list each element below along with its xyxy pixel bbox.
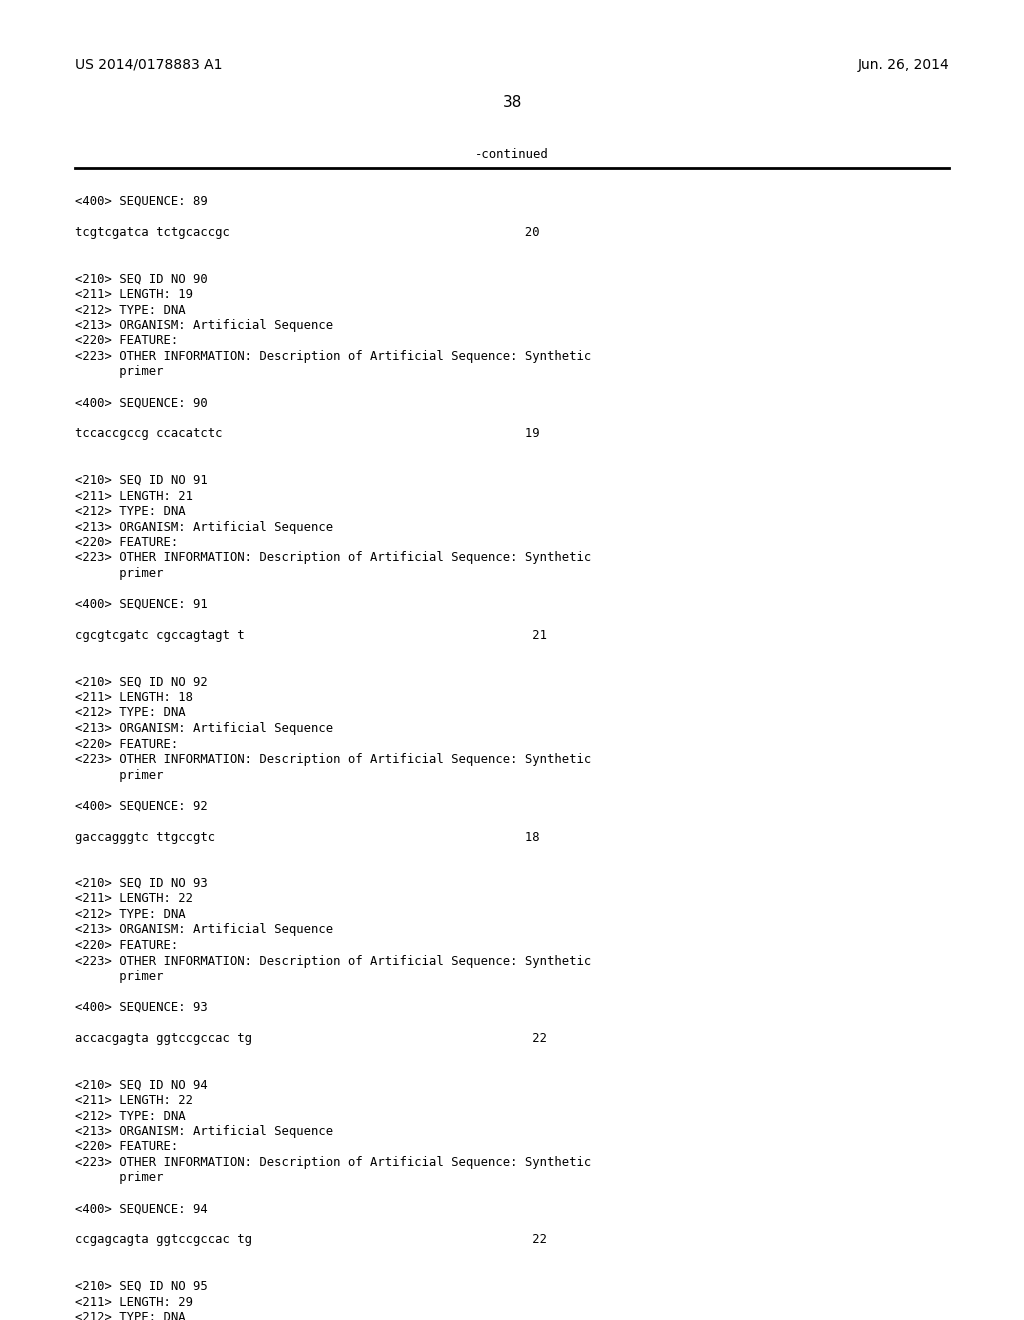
Text: <400> SEQUENCE: 90: <400> SEQUENCE: 90 <box>75 396 208 409</box>
Text: gaccagggtc ttgccgtc                                          18: gaccagggtc ttgccgtc 18 <box>75 830 540 843</box>
Text: <400> SEQUENCE: 89: <400> SEQUENCE: 89 <box>75 195 208 209</box>
Text: <220> FEATURE:: <220> FEATURE: <box>75 738 178 751</box>
Text: <400> SEQUENCE: 94: <400> SEQUENCE: 94 <box>75 1203 208 1216</box>
Text: <210> SEQ ID NO 90: <210> SEQ ID NO 90 <box>75 272 208 285</box>
Text: <220> FEATURE:: <220> FEATURE: <box>75 536 178 549</box>
Text: <212> TYPE: DNA: <212> TYPE: DNA <box>75 706 185 719</box>
Text: <223> OTHER INFORMATION: Description of Artificial Sequence: Synthetic: <223> OTHER INFORMATION: Description of … <box>75 552 591 565</box>
Text: cgcgtcgatc cgccagtagt t                                       21: cgcgtcgatc cgccagtagt t 21 <box>75 630 547 642</box>
Text: <211> LENGTH: 18: <211> LENGTH: 18 <box>75 690 193 704</box>
Text: <223> OTHER INFORMATION: Description of Artificial Sequence: Synthetic: <223> OTHER INFORMATION: Description of … <box>75 954 591 968</box>
Text: <212> TYPE: DNA: <212> TYPE: DNA <box>75 304 185 317</box>
Text: <210> SEQ ID NO 91: <210> SEQ ID NO 91 <box>75 474 208 487</box>
Text: primer: primer <box>75 568 164 579</box>
Text: <210> SEQ ID NO 95: <210> SEQ ID NO 95 <box>75 1280 208 1294</box>
Text: -continued: -continued <box>475 148 549 161</box>
Text: primer: primer <box>75 1172 164 1184</box>
Text: <213> ORGANISM: Artificial Sequence: <213> ORGANISM: Artificial Sequence <box>75 520 333 533</box>
Text: primer: primer <box>75 970 164 983</box>
Text: tcgtcgatca tctgcaccgc                                        20: tcgtcgatca tctgcaccgc 20 <box>75 226 540 239</box>
Text: <213> ORGANISM: Artificial Sequence: <213> ORGANISM: Artificial Sequence <box>75 924 333 936</box>
Text: <212> TYPE: DNA: <212> TYPE: DNA <box>75 908 185 921</box>
Text: US 2014/0178883 A1: US 2014/0178883 A1 <box>75 58 222 73</box>
Text: <400> SEQUENCE: 92: <400> SEQUENCE: 92 <box>75 800 208 813</box>
Text: <212> TYPE: DNA: <212> TYPE: DNA <box>75 1311 185 1320</box>
Text: <211> LENGTH: 29: <211> LENGTH: 29 <box>75 1295 193 1308</box>
Text: <213> ORGANISM: Artificial Sequence: <213> ORGANISM: Artificial Sequence <box>75 722 333 735</box>
Text: primer: primer <box>75 768 164 781</box>
Text: accacgagta ggtccgccac tg                                      22: accacgagta ggtccgccac tg 22 <box>75 1032 547 1045</box>
Text: primer: primer <box>75 366 164 379</box>
Text: <223> OTHER INFORMATION: Description of Artificial Sequence: Synthetic: <223> OTHER INFORMATION: Description of … <box>75 350 591 363</box>
Text: <212> TYPE: DNA: <212> TYPE: DNA <box>75 1110 185 1122</box>
Text: ccgagcagta ggtccgccac tg                                      22: ccgagcagta ggtccgccac tg 22 <box>75 1233 547 1246</box>
Text: <223> OTHER INFORMATION: Description of Artificial Sequence: Synthetic: <223> OTHER INFORMATION: Description of … <box>75 1156 591 1170</box>
Text: <211> LENGTH: 19: <211> LENGTH: 19 <box>75 288 193 301</box>
Text: <213> ORGANISM: Artificial Sequence: <213> ORGANISM: Artificial Sequence <box>75 1125 333 1138</box>
Text: <211> LENGTH: 22: <211> LENGTH: 22 <box>75 1094 193 1107</box>
Text: <220> FEATURE:: <220> FEATURE: <box>75 1140 178 1154</box>
Text: <400> SEQUENCE: 93: <400> SEQUENCE: 93 <box>75 1001 208 1014</box>
Text: <210> SEQ ID NO 94: <210> SEQ ID NO 94 <box>75 1078 208 1092</box>
Text: <213> ORGANISM: Artificial Sequence: <213> ORGANISM: Artificial Sequence <box>75 319 333 333</box>
Text: <210> SEQ ID NO 92: <210> SEQ ID NO 92 <box>75 676 208 689</box>
Text: <220> FEATURE:: <220> FEATURE: <box>75 939 178 952</box>
Text: <212> TYPE: DNA: <212> TYPE: DNA <box>75 506 185 517</box>
Text: <220> FEATURE:: <220> FEATURE: <box>75 334 178 347</box>
Text: <211> LENGTH: 22: <211> LENGTH: 22 <box>75 892 193 906</box>
Text: <211> LENGTH: 21: <211> LENGTH: 21 <box>75 490 193 503</box>
Text: <400> SEQUENCE: 91: <400> SEQUENCE: 91 <box>75 598 208 611</box>
Text: <210> SEQ ID NO 93: <210> SEQ ID NO 93 <box>75 876 208 890</box>
Text: <223> OTHER INFORMATION: Description of Artificial Sequence: Synthetic: <223> OTHER INFORMATION: Description of … <box>75 752 591 766</box>
Text: 38: 38 <box>503 95 521 110</box>
Text: tccaccgccg ccacatctc                                         19: tccaccgccg ccacatctc 19 <box>75 428 540 441</box>
Text: Jun. 26, 2014: Jun. 26, 2014 <box>857 58 949 73</box>
